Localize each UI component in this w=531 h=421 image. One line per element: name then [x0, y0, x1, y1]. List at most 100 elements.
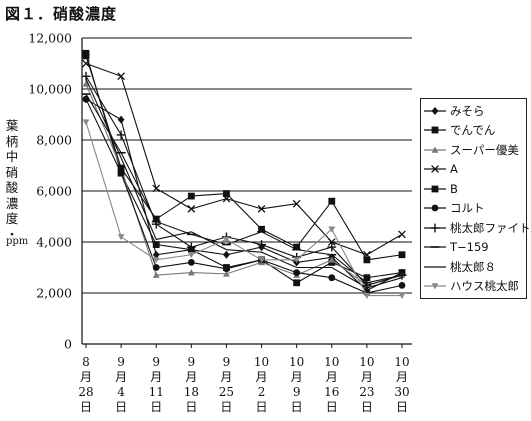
- x-tick-label: 日: [326, 400, 338, 414]
- legend-swatch: [424, 246, 446, 249]
- x-tick-label: 日: [80, 400, 92, 414]
- legend: みそらでんでんスーパー優美 A B コルト 桃太郎ファイト T−159 桃太郎８ ハウス桃太郎: [420, 98, 531, 299]
- data-point: [398, 281, 406, 289]
- legend-marker: [431, 185, 439, 193]
- legend-swatch: [424, 165, 446, 174]
- y-tick-label: 2,000: [36, 286, 72, 301]
- legend-item: スーパー優美: [421, 140, 526, 160]
- x-tick-label: 月: [150, 370, 162, 384]
- x-tick-label: 月: [185, 370, 197, 384]
- data-point: [187, 269, 195, 276]
- legend-swatch: [424, 126, 446, 134]
- x-tick-label: 日: [256, 400, 268, 414]
- legend-swatch: [424, 146, 446, 153]
- y-tick-label: 4,000: [36, 235, 72, 250]
- legend-swatch: [424, 266, 446, 268]
- legend-marker: [431, 146, 439, 153]
- data-point: [293, 269, 301, 276]
- series-line: [85, 75, 403, 286]
- legend-marker: [431, 204, 439, 212]
- y-tick-label: 8,000: [36, 133, 72, 148]
- x-tick-label: 10: [359, 355, 374, 369]
- x-tick-label: 月: [256, 370, 268, 384]
- x-tick-label: 日: [115, 400, 127, 414]
- data-point: [363, 256, 371, 264]
- data-point: [187, 204, 196, 213]
- data-point: [152, 241, 160, 248]
- x-tick-label: 16: [324, 385, 339, 399]
- x-tick-label: 18: [184, 385, 199, 399]
- data-point: [117, 115, 125, 124]
- y-axis-label-char: ・: [5, 226, 19, 242]
- chart-title: 図１．硝酸濃度: [5, 5, 118, 23]
- x-tick-label: 9: [223, 355, 231, 369]
- data-point: [82, 119, 90, 126]
- y-tick-label: 0: [64, 337, 72, 352]
- y-axis-label-char: 中: [5, 149, 19, 164]
- legend-label: ハウス桃太郎: [450, 279, 519, 294]
- legend-label: でんでん: [450, 123, 496, 138]
- x-tick-label: 28: [78, 385, 93, 399]
- x-tick-label: 23: [359, 385, 374, 399]
- data-point: [117, 234, 125, 241]
- data-point: [82, 95, 90, 103]
- y-axis-label-char: 度: [5, 211, 19, 226]
- data-point: [116, 130, 126, 140]
- x-tick-label: 10: [254, 355, 269, 369]
- legend-item: みそら: [421, 101, 526, 121]
- data-point: [328, 226, 336, 233]
- data-point: [363, 274, 371, 282]
- x-tick-label: 11: [149, 385, 164, 399]
- x-tick-label: 9: [117, 355, 125, 369]
- data-point: [117, 164, 125, 172]
- x-tick-label: 9: [152, 355, 160, 369]
- legend-item: 桃太郎ファイト: [421, 218, 531, 238]
- x-tick-label: 9: [293, 385, 301, 399]
- y-tick-label: 6,000: [36, 184, 72, 199]
- data-point: [152, 215, 160, 223]
- series-line: [85, 121, 402, 297]
- series-line: [85, 62, 403, 256]
- data-point: [186, 242, 196, 252]
- series-line: [85, 93, 403, 284]
- data-point: [82, 52, 90, 60]
- legend-item: ハウス桃太郎: [421, 277, 526, 297]
- data-point: [328, 256, 336, 263]
- data-point: [398, 292, 406, 299]
- data-point: [292, 199, 301, 208]
- series-line: [85, 55, 403, 261]
- data-point: [293, 257, 301, 264]
- y-axis-label-char: 酸: [5, 180, 19, 195]
- legend-swatch: [424, 185, 446, 193]
- legend-label: A: [450, 162, 458, 177]
- legend-item: T−159: [421, 238, 526, 258]
- data-point: [187, 192, 195, 200]
- x-tick-label: 日: [396, 400, 408, 414]
- x-tick-label: 月: [396, 370, 408, 384]
- data-point: [152, 250, 160, 259]
- x-tick-label: 10: [324, 355, 339, 369]
- data-point: [258, 225, 265, 233]
- legend-label: 桃太郎８: [450, 259, 496, 274]
- y-axis-label-char: 葉: [5, 118, 19, 133]
- y-tick-label: 10,000: [28, 82, 72, 97]
- y-axis-unit: ppm: [6, 236, 29, 247]
- x-tick-label: 日: [291, 400, 303, 414]
- legend-marker: [430, 223, 440, 233]
- data-point: [293, 279, 301, 287]
- y-axis-label-char: 柄: [5, 133, 19, 149]
- legend-item: でんでん: [421, 121, 526, 141]
- series-line: [85, 53, 403, 284]
- data-point: [293, 243, 301, 251]
- x-tick-label: 8: [82, 355, 90, 369]
- x-tick-label: 月: [291, 370, 303, 384]
- legend-swatch: [424, 204, 446, 212]
- legend-item: コルト: [421, 199, 526, 219]
- legend-item: B: [421, 179, 526, 199]
- data-point: [327, 242, 337, 252]
- x-tick-label: 25: [219, 385, 234, 399]
- data-point: [327, 238, 336, 246]
- data-point: [187, 259, 195, 266]
- y-axis-label-char: 硝: [5, 164, 19, 180]
